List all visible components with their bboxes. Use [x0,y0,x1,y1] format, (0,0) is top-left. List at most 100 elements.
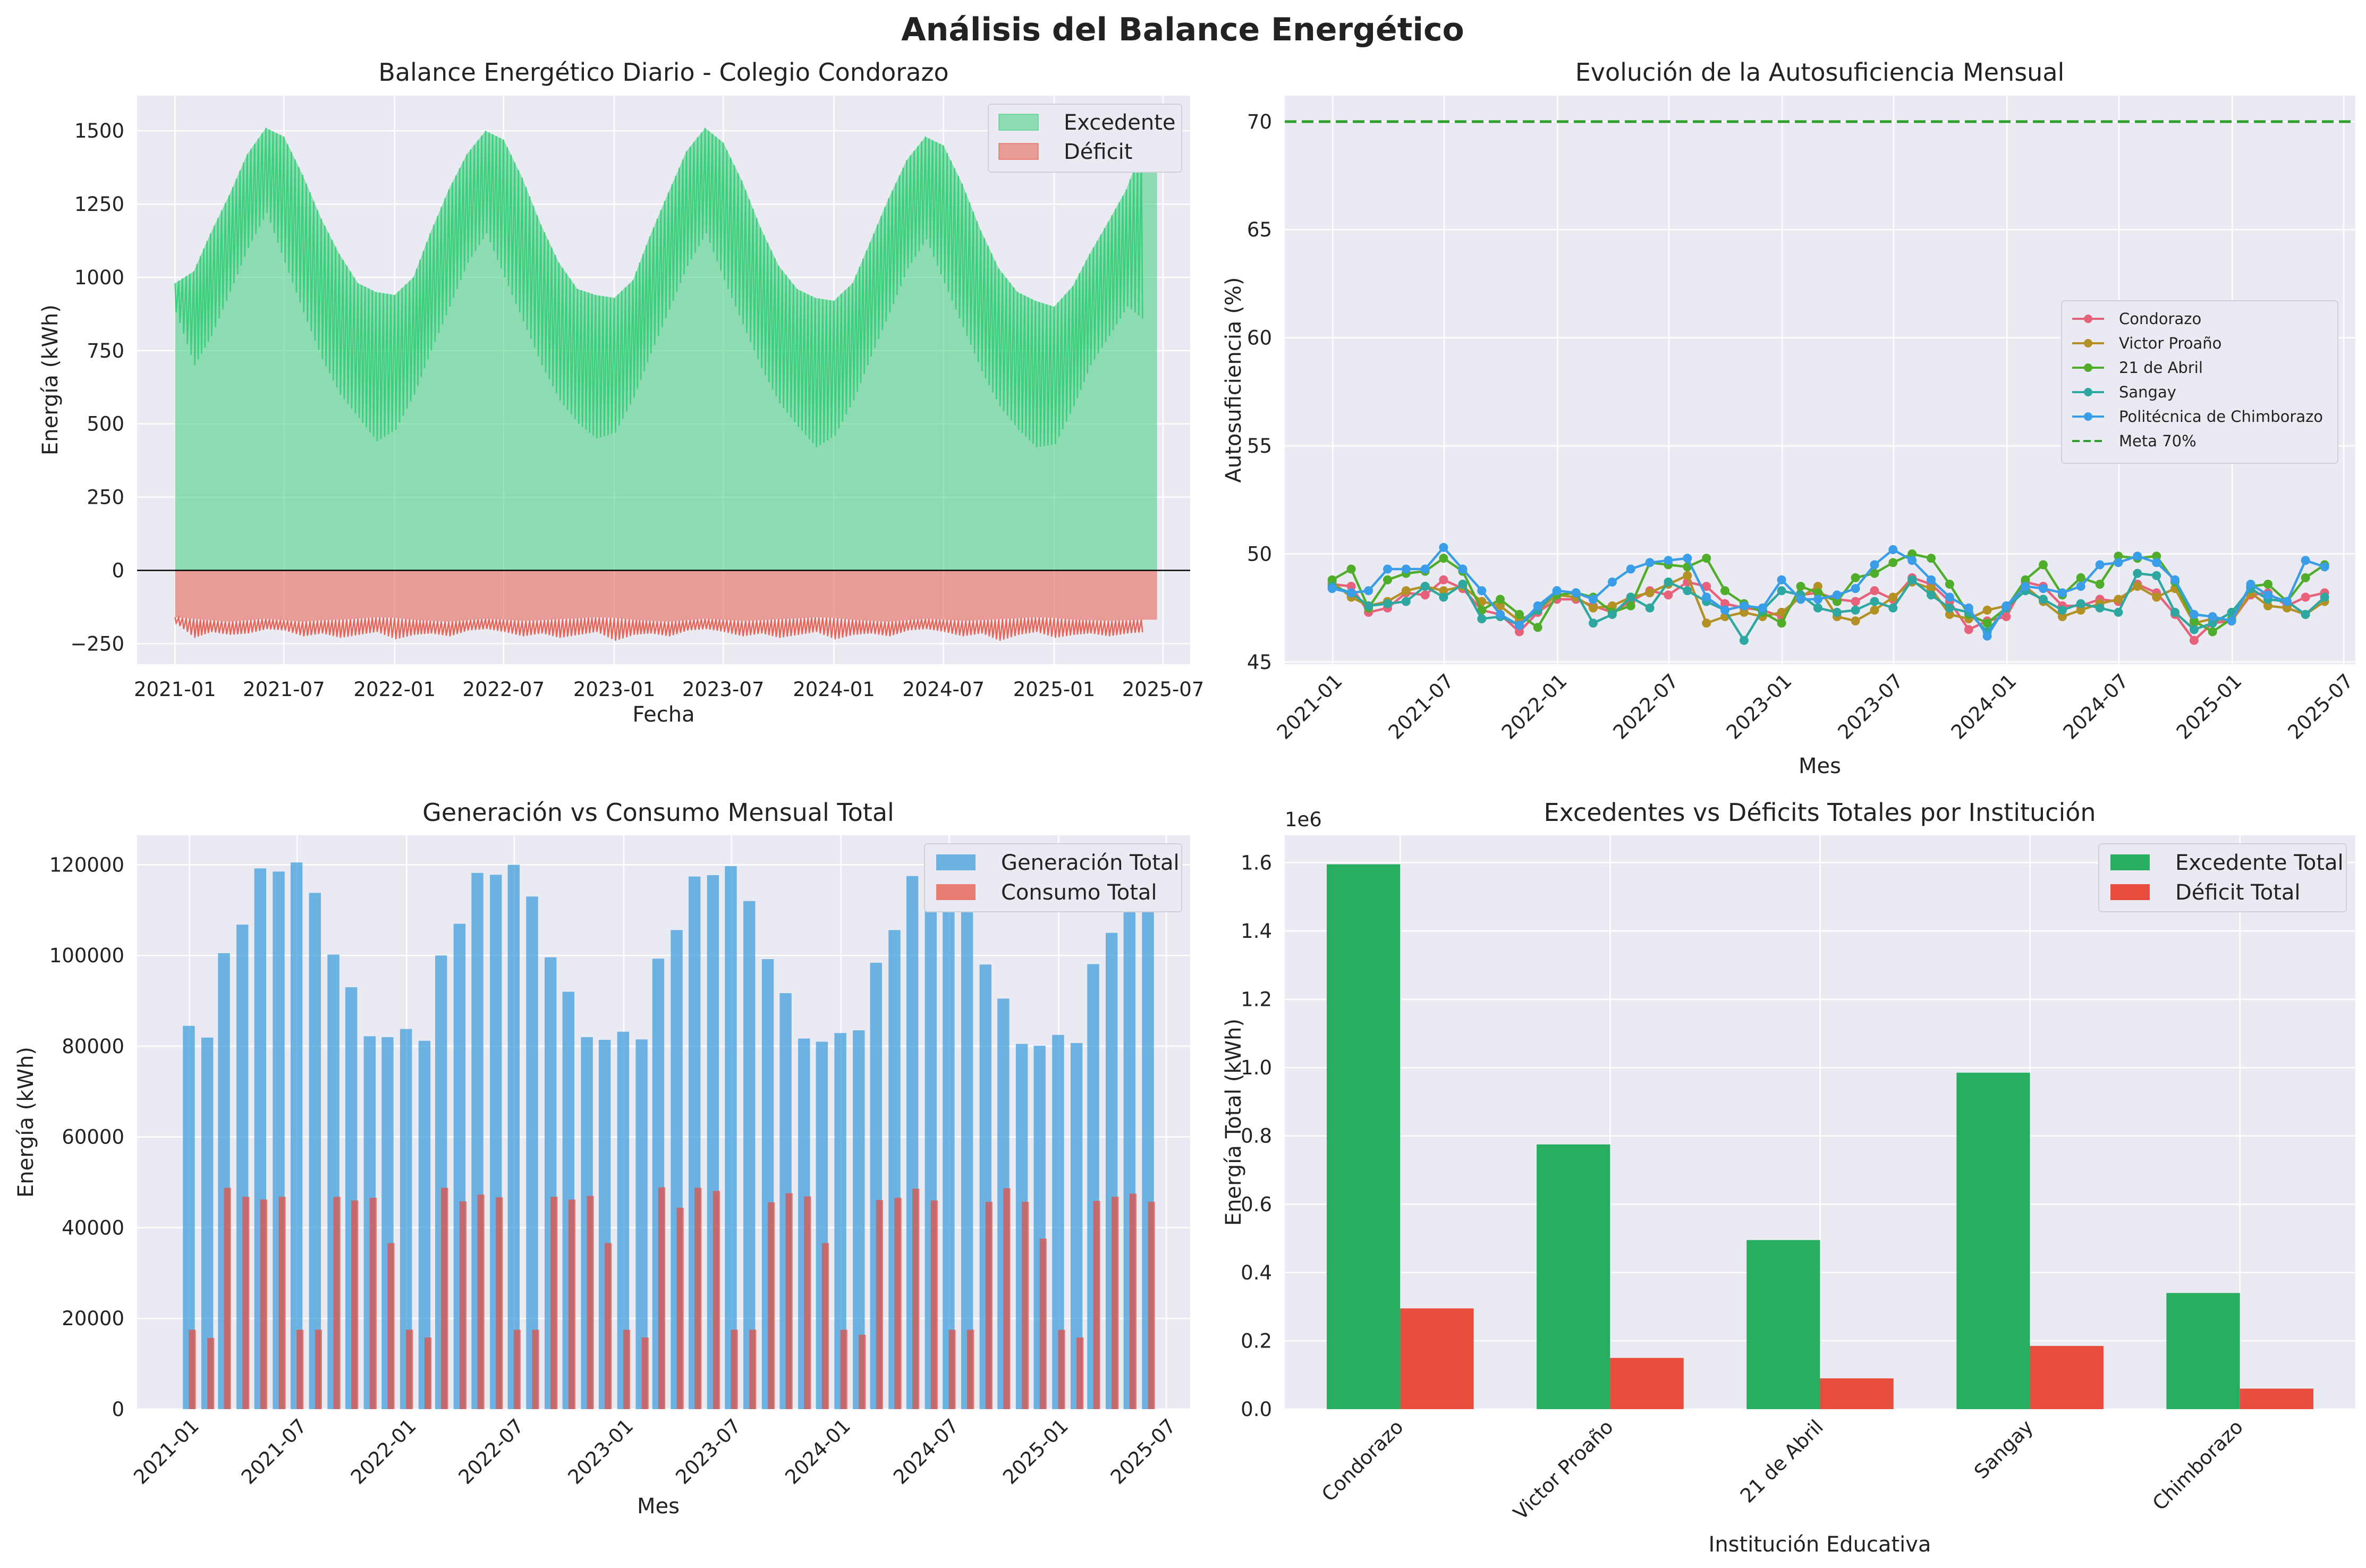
data-point-sangay [1813,603,1822,613]
data-point-21-de-abril [1439,554,1448,563]
data-point-21-de-abril [2263,580,2272,589]
data-point-polit-cnica-de-chimborazo [1851,584,1860,594]
data-point-21-de-abril [1383,575,1392,584]
data-point-21-de-abril [2301,573,2310,582]
x-tick-label: 2024-07 [902,678,985,701]
y-axis-label-monthly-generation: Energía (kWh) [14,1047,38,1198]
bar-generacion [418,1040,431,1409]
bar-deficit-total [1820,1378,1894,1409]
data-point-polit-cnica-de-chimborazo [2320,562,2329,572]
data-point-polit-cnica-de-chimborazo [1327,584,1337,594]
bar-consumo [894,1198,902,1409]
data-point-sangay [1364,601,1373,611]
data-point-sangay [2320,592,2329,602]
bar-consumo [912,1189,920,1409]
legend-swatch-excedente-total [2110,854,2150,870]
bar-generacion [743,901,756,1409]
y-tick-label: −250 [70,632,124,655]
x-tick-label: Sangay [1970,1416,2038,1484]
data-point-sangay [2058,605,2067,615]
x-tick-label: 21 de Abril [1736,1416,1828,1507]
bar-generacion [309,893,321,1409]
y-tick-label: 1.6 [1241,851,1272,874]
data-point-21-de-abril [1927,554,1936,563]
data-point-polit-cnica-de-chimborazo [2227,616,2236,626]
y-tick-label: 50 [1247,543,1272,566]
bar-consumo [623,1329,631,1409]
data-point-sangay [2114,607,2123,617]
data-point-polit-cnica-de-chimborazo [1907,556,1917,565]
y-tick-label: 250 [87,486,124,509]
data-point-victor-proa-o [1888,592,1898,602]
y-tick-label: 0 [112,560,124,582]
bar-deficit-total [2030,1346,2104,1409]
legend-daily-balance: Excedente Déficit [988,104,1182,173]
bar-consumo [406,1329,413,1409]
legend-label-sangay: Sangay [2119,383,2176,401]
data-point-21-de-abril [1907,549,1917,558]
legend-label-polit-cnica-de-chimborazo: Politécnica de Chimborazo [2119,408,2323,426]
area-deficit [175,570,1157,622]
bar-consumo [985,1201,993,1409]
data-point-sangay [2170,607,2180,617]
data-point-victor-proa-o [1496,601,1505,611]
bar-consumo [785,1193,793,1409]
bar-consumo [859,1335,866,1409]
bar-consumo [840,1329,847,1409]
legend-frame [924,843,1182,912]
legend-label-generacion: Generación Total [1001,851,1180,875]
bar-consumo [876,1200,883,1409]
legend-label-deficit-total: Déficit Total [2175,880,2301,905]
data-point-sangay [1683,586,1692,596]
bar-generacion [725,866,737,1409]
y-axis-offset-label: 1e6 [1285,808,1322,831]
data-point-polit-cnica-de-chimborazo [2189,609,2199,619]
y-tick-label: 65 [1247,218,1272,241]
x-tick-label: Victor Proaño [1509,1416,1618,1524]
data-point-sangay [2301,609,2310,619]
data-point-polit-cnica-de-chimborazo [1720,605,1729,615]
bar-consumo [1003,1188,1011,1409]
bar-deficit-total [1610,1358,1684,1409]
data-point-victor-proa-o [2282,603,2292,613]
data-point-polit-cnica-de-chimborazo [1571,588,1581,598]
legend-institution-totals: Excedente Total Déficit Total [2098,843,2347,912]
x-tick-label: 2023-07 [682,678,765,701]
data-point-polit-cnica-de-chimborazo [2021,582,2030,591]
data-point-polit-cnica-de-chimborazo [2208,612,2217,621]
bar-consumo [768,1202,775,1409]
data-point-polit-cnica-de-chimborazo [2058,588,2067,598]
data-point-sangay [2039,595,2048,604]
data-point-polit-cnica-de-chimborazo [1758,603,1767,613]
data-point-polit-cnica-de-chimborazo [1383,564,1392,574]
data-point-21-de-abril [2189,616,2199,626]
x-tick-label: 2024-01 [793,678,875,701]
bar-generacion [507,864,520,1409]
data-point-sangay [1439,592,1448,602]
data-point-victor-proa-o [1851,616,1860,626]
legend-label-consumo: Consumo Total [1001,880,1157,905]
data-point-21-de-abril [1832,597,1842,606]
bar-consumo [351,1200,359,1409]
data-point-sangay [2095,603,2105,613]
data-point-polit-cnica-de-chimborazo [1533,601,1542,611]
data-point-victor-proa-o [1927,584,1936,594]
data-point-polit-cnica-de-chimborazo [2076,582,2085,591]
data-point-sangay [1401,597,1411,606]
bar-generacion [1052,1035,1064,1409]
data-point-21-de-abril [1346,564,1356,574]
x-tick-label: 2023-01 [564,1414,638,1489]
x-tick-label: 2025-01 [998,1414,1073,1489]
bar-consumo [296,1329,304,1409]
data-point-sangay [1458,580,1468,589]
data-point-21-de-abril [2114,552,2123,561]
bar-consumo [676,1207,684,1409]
data-point-sangay [1927,590,1936,600]
legend-swatch-excedente [998,114,1039,131]
x-tick-label: 2021-07 [237,1414,311,1489]
data-point-21-de-abril [1496,595,1505,604]
data-point-condorazo [1702,582,1711,591]
data-point-21-de-abril [1533,623,1542,632]
bar-consumo [713,1191,720,1409]
